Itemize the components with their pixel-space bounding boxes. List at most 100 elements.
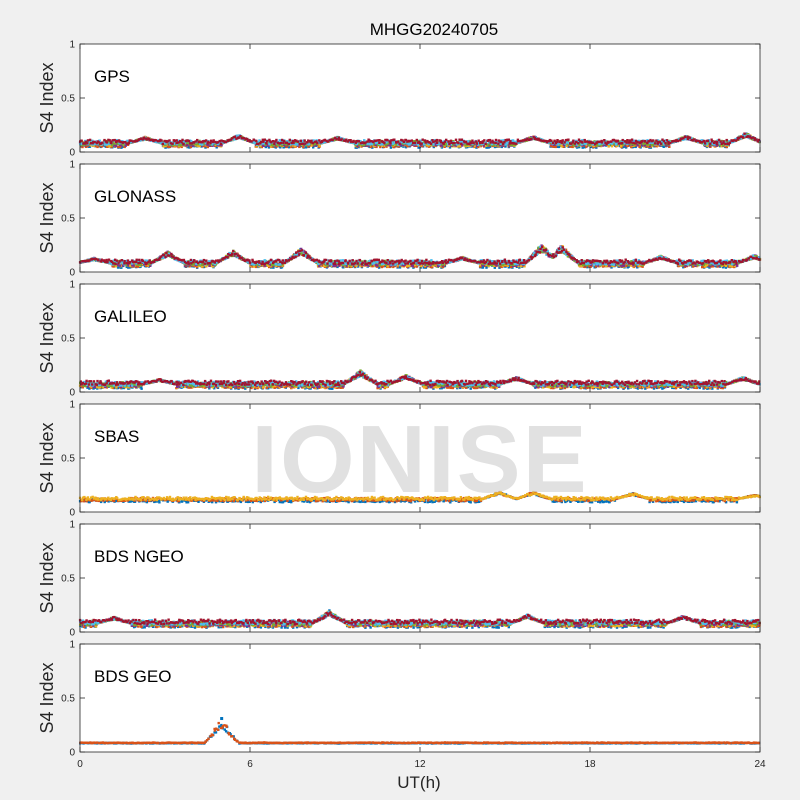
- data-point: [583, 146, 587, 149]
- data-point: [471, 139, 474, 142]
- data-point: [275, 138, 278, 142]
- data-point: [485, 146, 488, 149]
- data-point: [161, 142, 164, 146]
- data-point: [374, 143, 377, 146]
- data-point: [108, 145, 111, 148]
- data-point: [572, 139, 575, 142]
- data-point: [255, 145, 258, 148]
- data-point: [454, 144, 458, 147]
- data-point: [434, 142, 437, 145]
- data-point: [179, 143, 183, 147]
- data-point: [335, 138, 338, 141]
- data-point: [264, 145, 267, 149]
- data-point: [435, 138, 439, 142]
- data-point: [607, 145, 610, 148]
- data-point: [565, 141, 568, 144]
- data-points: [78, 132, 761, 149]
- data-point: [653, 142, 657, 145]
- data-point: [493, 145, 497, 149]
- data-point: [624, 144, 627, 147]
- data-point: [668, 145, 671, 148]
- data-point: [488, 138, 492, 142]
- data-point: [575, 146, 579, 149]
- data-point: [390, 139, 393, 142]
- data-point: [378, 139, 381, 142]
- data-point: [445, 138, 448, 142]
- data-point: [88, 145, 92, 148]
- data-point: [627, 144, 630, 147]
- data-point: [626, 139, 629, 142]
- data-point: [709, 142, 712, 145]
- data-point: [584, 142, 587, 146]
- data-point: [207, 140, 210, 144]
- data-point: [511, 139, 515, 142]
- data-point: [622, 145, 625, 148]
- data-point: [591, 141, 595, 144]
- data-point: [99, 144, 102, 148]
- data-point: [204, 139, 208, 142]
- data-point: [630, 138, 634, 141]
- data-point: [632, 141, 635, 145]
- data-point: [86, 139, 90, 142]
- data-point: [460, 142, 463, 145]
- data-point: [378, 141, 381, 144]
- data-point: [400, 143, 403, 146]
- data-point: [417, 146, 420, 149]
- y-tick-label: 1: [69, 40, 75, 51]
- data-point: [192, 144, 195, 147]
- data-point: [460, 144, 464, 147]
- data-point: [381, 144, 384, 147]
- data-point: [389, 143, 392, 147]
- data-point: [96, 145, 99, 149]
- data-point: [415, 138, 418, 142]
- data-point: [81, 145, 84, 149]
- data-point: [448, 142, 451, 145]
- data-point: [299, 139, 302, 142]
- data-point: [266, 144, 270, 147]
- data-point: [406, 145, 409, 148]
- data-point: [386, 138, 389, 142]
- data-point: [658, 144, 662, 147]
- data-point: [97, 144, 101, 147]
- data-point: [252, 138, 256, 142]
- data-point: [494, 138, 498, 142]
- data-point: [552, 145, 555, 148]
- data-point: [124, 144, 127, 147]
- data-point: [84, 145, 88, 148]
- data-point: [470, 142, 473, 145]
- data-point: [352, 139, 355, 143]
- data-point: [708, 144, 712, 147]
- data-point: [106, 145, 109, 148]
- data-point: [308, 144, 311, 147]
- data-point: [616, 139, 619, 142]
- data-point: [80, 139, 83, 142]
- data-point: [475, 144, 479, 147]
- data-point: [621, 138, 624, 142]
- data-point: [100, 145, 104, 148]
- data-point: [627, 141, 631, 144]
- data-point: [402, 145, 405, 148]
- data-point: [311, 141, 315, 145]
- data-point: [105, 143, 108, 146]
- data-point: [189, 145, 192, 149]
- data-point: [398, 145, 401, 148]
- data-point: [562, 145, 565, 148]
- data-point: [719, 140, 722, 143]
- data-point: [551, 141, 555, 145]
- data-point: [363, 139, 366, 142]
- data-point: [127, 141, 131, 144]
- data-point: [266, 139, 269, 143]
- data-point: [219, 142, 223, 145]
- data-point: [260, 145, 264, 149]
- data-point: [113, 143, 116, 147]
- data-point: [168, 145, 172, 148]
- data-point: [110, 145, 113, 149]
- data-point: [119, 140, 122, 144]
- data-point: [560, 145, 563, 148]
- data-point: [454, 138, 458, 141]
- data-point: [104, 145, 107, 148]
- data-point: [472, 141, 475, 144]
- data-point: [604, 144, 607, 147]
- data-point: [722, 140, 725, 143]
